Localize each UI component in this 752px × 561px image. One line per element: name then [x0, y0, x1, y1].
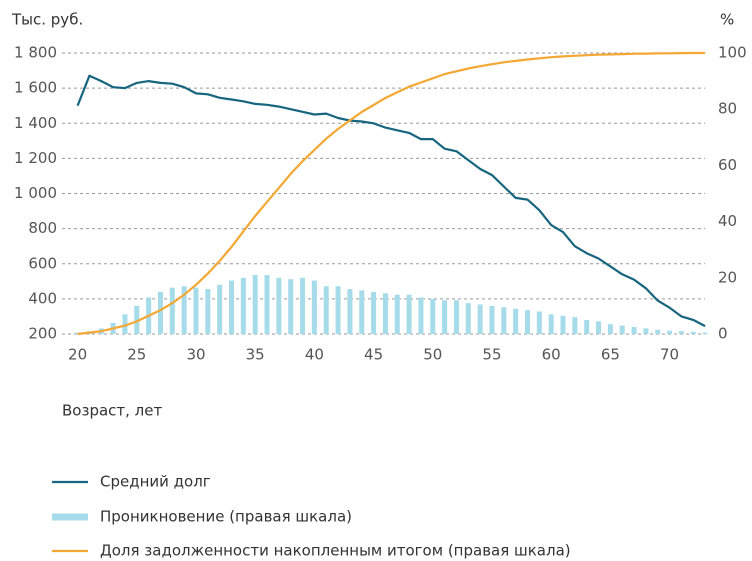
bar	[323, 286, 329, 334]
bar	[394, 294, 400, 334]
bar	[181, 286, 187, 334]
y-axis-label: Тыс. руб.	[11, 11, 83, 29]
y-tick-label: 400	[28, 289, 57, 307]
line	[76, 74, 706, 328]
x-tick-label: 35	[246, 346, 265, 364]
x-tick-label: 45	[364, 346, 383, 364]
bar	[465, 303, 471, 334]
bar	[453, 300, 459, 334]
bar	[513, 308, 519, 334]
bar	[229, 280, 235, 334]
bar	[667, 330, 673, 334]
bar	[382, 293, 388, 334]
bar	[560, 315, 566, 334]
bar	[607, 324, 613, 334]
y2-tick-label: 60	[718, 156, 737, 174]
bar	[655, 329, 661, 334]
y-tick-label: 600	[28, 254, 57, 272]
bar	[300, 277, 306, 334]
legend-label: Проникновение (правая шкала)	[100, 508, 352, 526]
line	[77, 51, 706, 336]
bar	[217, 284, 223, 334]
bar	[501, 307, 507, 334]
y2-tick-label: 80	[718, 100, 737, 118]
y2-tick-label: 0	[718, 325, 728, 343]
x-tick-label: 65	[601, 346, 620, 364]
x-tick-label: 40	[305, 346, 324, 364]
bar	[169, 287, 175, 334]
bar	[678, 331, 684, 334]
legend-label: Средний долг	[100, 473, 211, 491]
bar	[264, 274, 270, 334]
bar	[536, 311, 542, 334]
bar	[702, 332, 708, 334]
bar	[347, 289, 353, 334]
legend-label: Доля задолженности накопленным итогом (п…	[100, 542, 571, 560]
bar	[359, 290, 365, 334]
bar	[252, 274, 258, 334]
y2-tick-label: 20	[718, 268, 737, 286]
bar	[584, 319, 590, 334]
y-tick-label: 1 400	[14, 114, 57, 132]
bar	[157, 291, 163, 334]
y2-tick-label: 40	[718, 212, 737, 230]
bar	[524, 310, 530, 334]
x-tick-label: 55	[482, 346, 501, 364]
bar	[418, 297, 424, 334]
bar	[430, 298, 436, 334]
x-tick-label: 50	[423, 346, 442, 364]
bar	[619, 325, 625, 334]
bar	[122, 314, 128, 334]
bar	[193, 287, 199, 334]
x-tick-label: 30	[186, 346, 205, 364]
y-tick-label: 1 000	[14, 184, 57, 202]
bar	[406, 294, 412, 334]
x-tick-label: 70	[660, 346, 679, 364]
bar	[477, 304, 483, 334]
bar	[240, 277, 246, 334]
bar	[276, 277, 282, 334]
bar	[596, 321, 602, 334]
bar	[631, 326, 637, 334]
bar	[311, 280, 317, 334]
bar	[489, 305, 495, 334]
y-tick-label: 1 200	[14, 149, 57, 167]
x-tick-label: 25	[127, 346, 146, 364]
y-tick-label: 200	[28, 325, 57, 343]
x-axis-label: Возраст, лет	[62, 402, 162, 420]
bar	[335, 286, 341, 334]
legend-swatch	[52, 513, 88, 521]
y-tick-label: 1 600	[14, 79, 57, 97]
bar	[205, 289, 211, 334]
bar	[442, 300, 448, 334]
bar	[134, 305, 140, 334]
y2-tick-label: 100	[718, 44, 747, 62]
y2-axis-label: %	[720, 11, 734, 29]
bar	[690, 331, 696, 334]
bar	[572, 317, 578, 334]
y-tick-label: 800	[28, 219, 57, 237]
bar	[548, 314, 554, 334]
bar	[288, 279, 294, 334]
bar	[371, 291, 377, 334]
x-tick-label: 20	[68, 346, 87, 364]
x-tick-label: 60	[542, 346, 561, 364]
y-tick-label: 1 800	[14, 44, 57, 62]
bar	[643, 328, 649, 334]
